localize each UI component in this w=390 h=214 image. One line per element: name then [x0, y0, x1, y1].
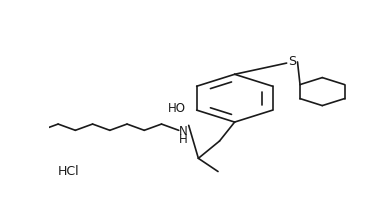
Text: HO: HO: [168, 102, 186, 114]
Text: H: H: [179, 133, 188, 146]
Text: N: N: [179, 125, 188, 138]
Text: HCl: HCl: [58, 165, 79, 178]
Text: S: S: [288, 55, 296, 68]
